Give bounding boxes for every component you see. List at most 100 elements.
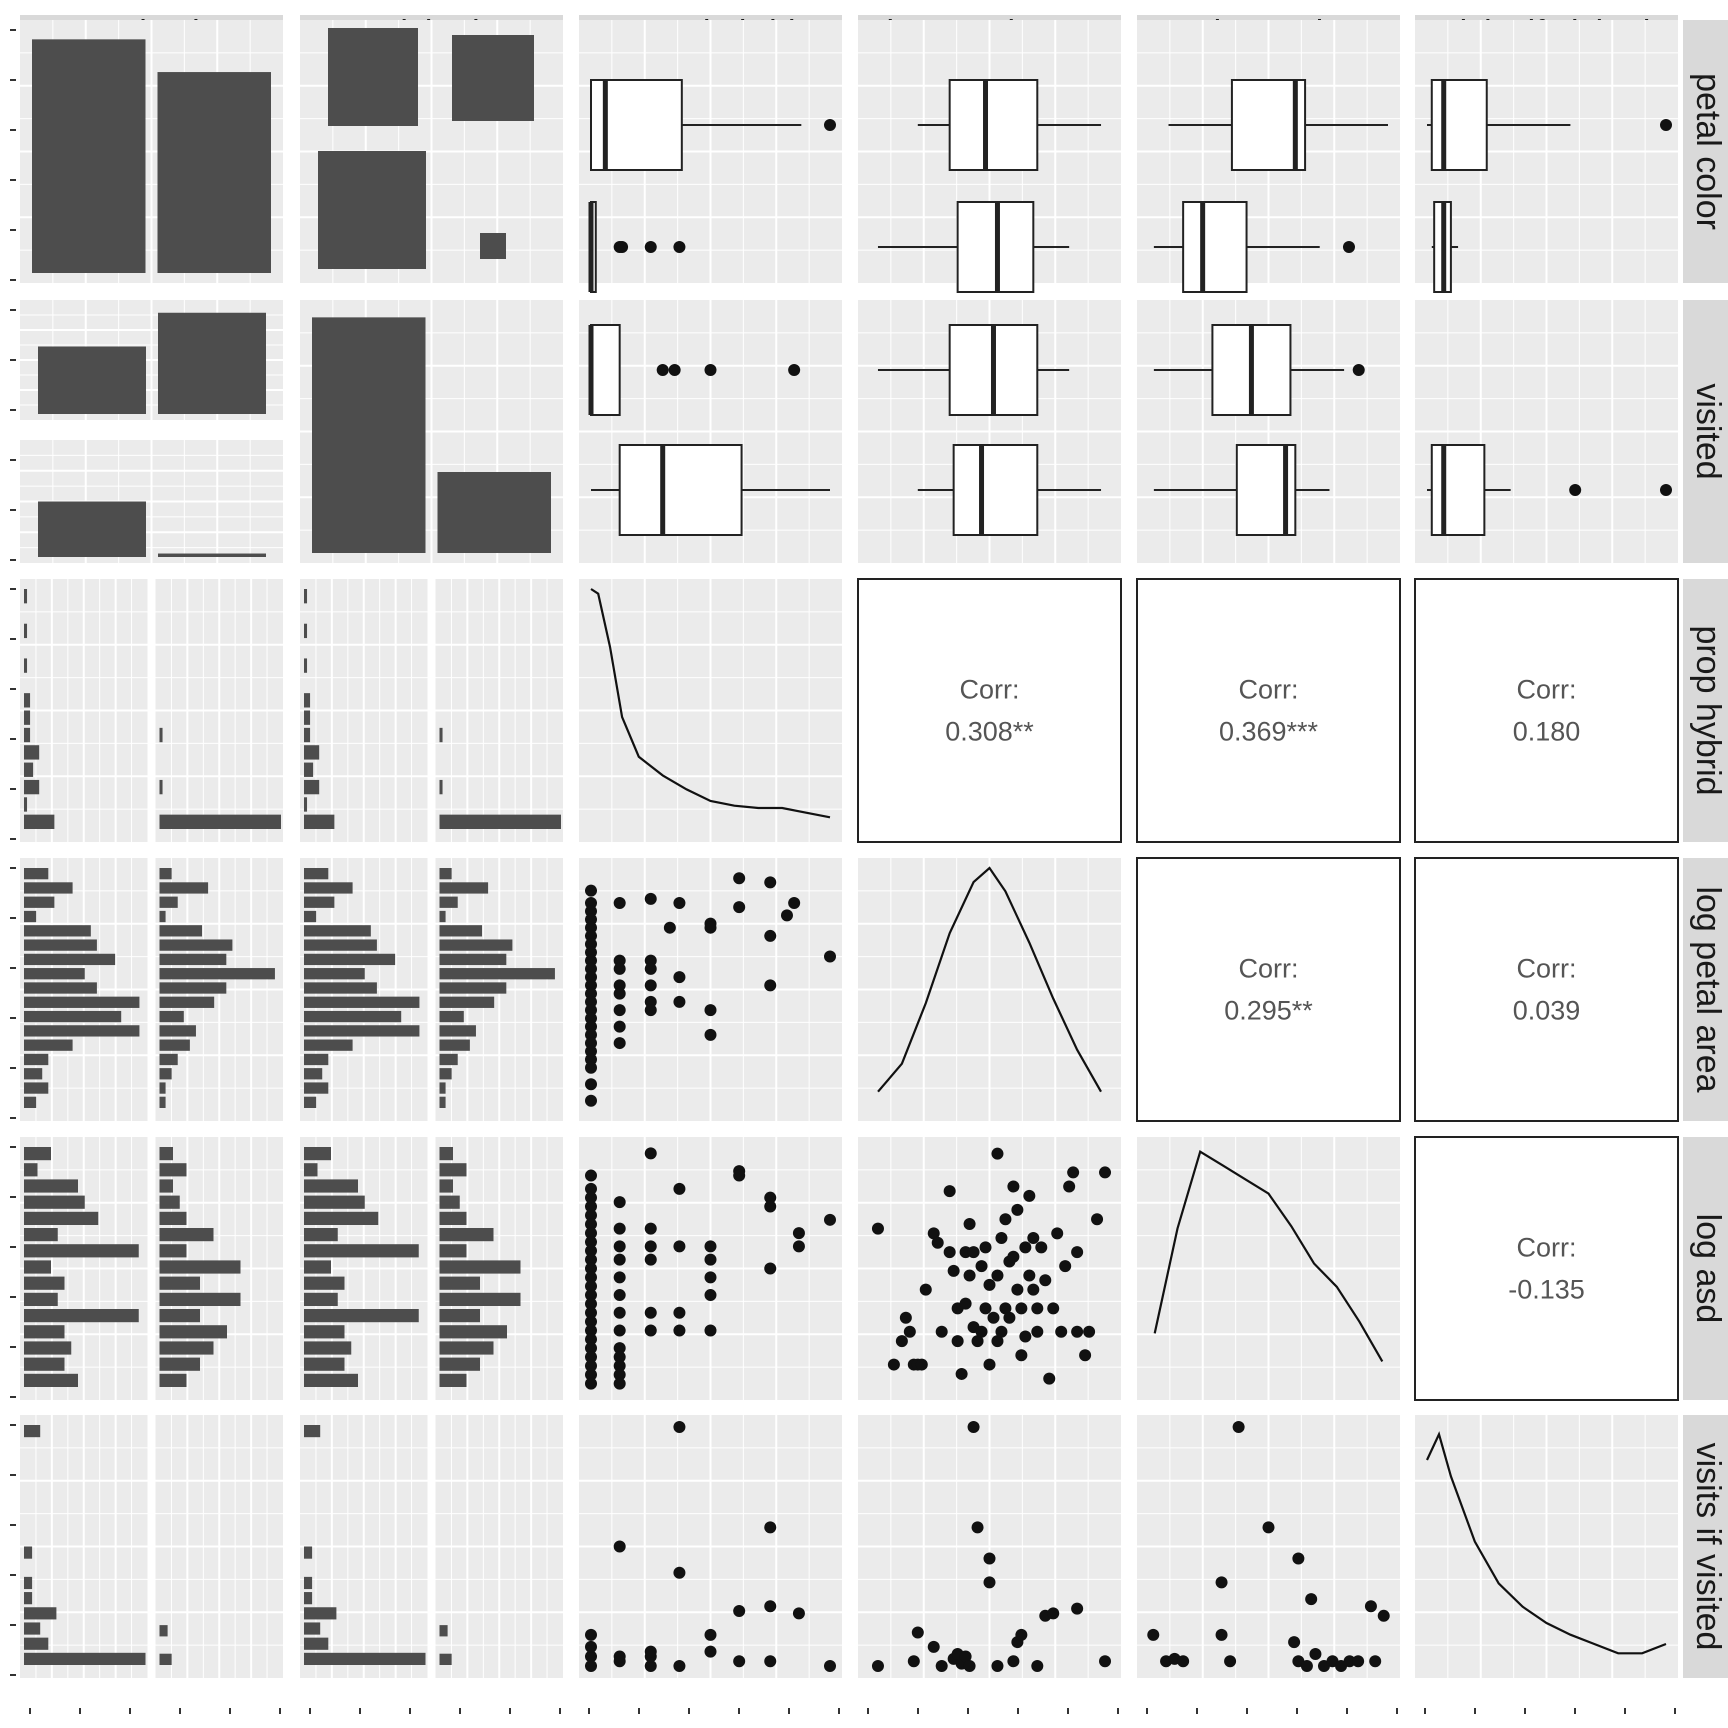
scatter-point bbox=[983, 1552, 996, 1565]
scatter-point bbox=[613, 979, 626, 992]
hist-bar bbox=[24, 658, 28, 673]
scatter-point bbox=[943, 1246, 956, 1259]
hist-bar bbox=[439, 1276, 480, 1290]
scatter-point bbox=[764, 929, 777, 942]
scatter-point bbox=[1007, 1250, 1020, 1263]
box-outlier bbox=[1569, 484, 1582, 496]
hist-bar bbox=[304, 1309, 419, 1323]
hist-bar bbox=[24, 1053, 49, 1066]
hist-bar bbox=[24, 982, 97, 994]
scatter-point bbox=[585, 1061, 597, 1074]
hist-bar bbox=[304, 1576, 313, 1590]
scatter-point bbox=[1099, 1655, 1112, 1668]
hist-bar bbox=[304, 982, 377, 994]
hist-bar bbox=[439, 1082, 446, 1094]
hist-bar bbox=[159, 1244, 187, 1258]
scatter-point bbox=[585, 1020, 597, 1033]
scatter-point bbox=[1047, 1607, 1060, 1620]
scatter-point bbox=[613, 1240, 626, 1253]
scatter-point bbox=[1071, 1602, 1084, 1615]
scatter-point bbox=[704, 1289, 717, 1302]
hist-bar bbox=[304, 693, 311, 708]
scatter-point bbox=[704, 1240, 717, 1253]
bar-visited-group bbox=[452, 35, 534, 121]
scatter-point bbox=[704, 1271, 717, 1284]
scatter-point bbox=[613, 1306, 626, 1319]
hist-bar bbox=[159, 982, 227, 994]
boxplot-prop-hybrid bbox=[588, 201, 686, 293]
hist-bar bbox=[24, 1179, 78, 1193]
hist-bar bbox=[159, 1096, 166, 1108]
scatter-point bbox=[585, 1333, 597, 1346]
bar-petal-by-visited bbox=[158, 312, 266, 414]
hist-bar bbox=[159, 1373, 187, 1387]
scatter-point bbox=[585, 913, 597, 926]
scatter-point bbox=[613, 1351, 626, 1364]
hist-bar bbox=[159, 1625, 168, 1637]
scatter-point bbox=[935, 1325, 948, 1338]
scatter-point bbox=[613, 962, 626, 975]
scatter-point bbox=[1043, 1372, 1056, 1385]
hist-bar bbox=[439, 1025, 476, 1037]
box-body bbox=[590, 324, 621, 416]
scatter-point bbox=[585, 905, 597, 918]
scatter-point bbox=[613, 954, 626, 967]
hist-bar bbox=[159, 1228, 214, 1242]
hist-bar bbox=[159, 1325, 227, 1339]
hist-bar bbox=[304, 925, 371, 937]
scatter-point bbox=[1031, 1325, 1044, 1338]
scatter-point bbox=[1352, 1655, 1365, 1668]
scatter-point bbox=[824, 1660, 836, 1672]
hist-bar bbox=[439, 868, 452, 880]
scatter-point bbox=[644, 1253, 657, 1266]
scatter-point bbox=[673, 1421, 686, 1433]
scatter-point bbox=[585, 1094, 597, 1107]
scatter-point bbox=[673, 1240, 686, 1253]
scatter-point bbox=[585, 1235, 597, 1248]
scatter-point bbox=[1099, 1166, 1112, 1179]
scatter-point bbox=[585, 1012, 597, 1025]
hist-bar bbox=[24, 1096, 37, 1108]
hist-bar bbox=[24, 1211, 99, 1225]
hist-bar bbox=[304, 868, 329, 880]
boxplot-log-petal-area bbox=[917, 79, 1102, 171]
hist-bar bbox=[304, 1341, 352, 1355]
hist-bar bbox=[304, 658, 308, 673]
scatter-point bbox=[1063, 1180, 1076, 1193]
boxplot-log-petal-area-visited bbox=[877, 324, 1070, 416]
bar-visited bbox=[312, 317, 426, 553]
scatter-point bbox=[943, 1185, 956, 1198]
boxplot-log-asd bbox=[1153, 201, 1355, 293]
box-body bbox=[1430, 79, 1488, 171]
density-log-asd bbox=[1153, 1150, 1384, 1362]
hist-bar bbox=[439, 1039, 470, 1051]
scatter-point bbox=[887, 1358, 900, 1371]
scatter-point bbox=[585, 995, 597, 1008]
hist-bar bbox=[159, 896, 178, 908]
boxplot-log-petal-area bbox=[877, 201, 1070, 293]
scatter-point bbox=[1007, 1655, 1020, 1668]
scatter-point bbox=[644, 1222, 657, 1235]
hist-bar bbox=[24, 797, 28, 812]
scatter-point bbox=[764, 1200, 777, 1213]
hist-bar bbox=[304, 1147, 331, 1161]
scatter-point bbox=[971, 1335, 984, 1348]
scatter-point bbox=[991, 1335, 1004, 1348]
hist-bar bbox=[24, 1546, 33, 1559]
hist-bar bbox=[159, 1357, 200, 1371]
hist-bar bbox=[439, 996, 495, 1008]
scatter-point bbox=[764, 1521, 777, 1534]
scatter-point bbox=[613, 987, 626, 1000]
scatter-point bbox=[585, 1359, 597, 1372]
scatter-point bbox=[1015, 1628, 1028, 1641]
hist-bar bbox=[439, 896, 458, 908]
hist-bar bbox=[304, 968, 365, 980]
scatter-point bbox=[585, 1078, 597, 1091]
scatter-point bbox=[585, 1289, 597, 1302]
strip-right-2 bbox=[1683, 579, 1728, 842]
scatter-point bbox=[871, 1660, 884, 1672]
scatter-point bbox=[1091, 1213, 1104, 1226]
corr-panel bbox=[857, 578, 1122, 843]
scatter-point bbox=[1147, 1628, 1160, 1641]
hist-bar bbox=[24, 1652, 146, 1665]
